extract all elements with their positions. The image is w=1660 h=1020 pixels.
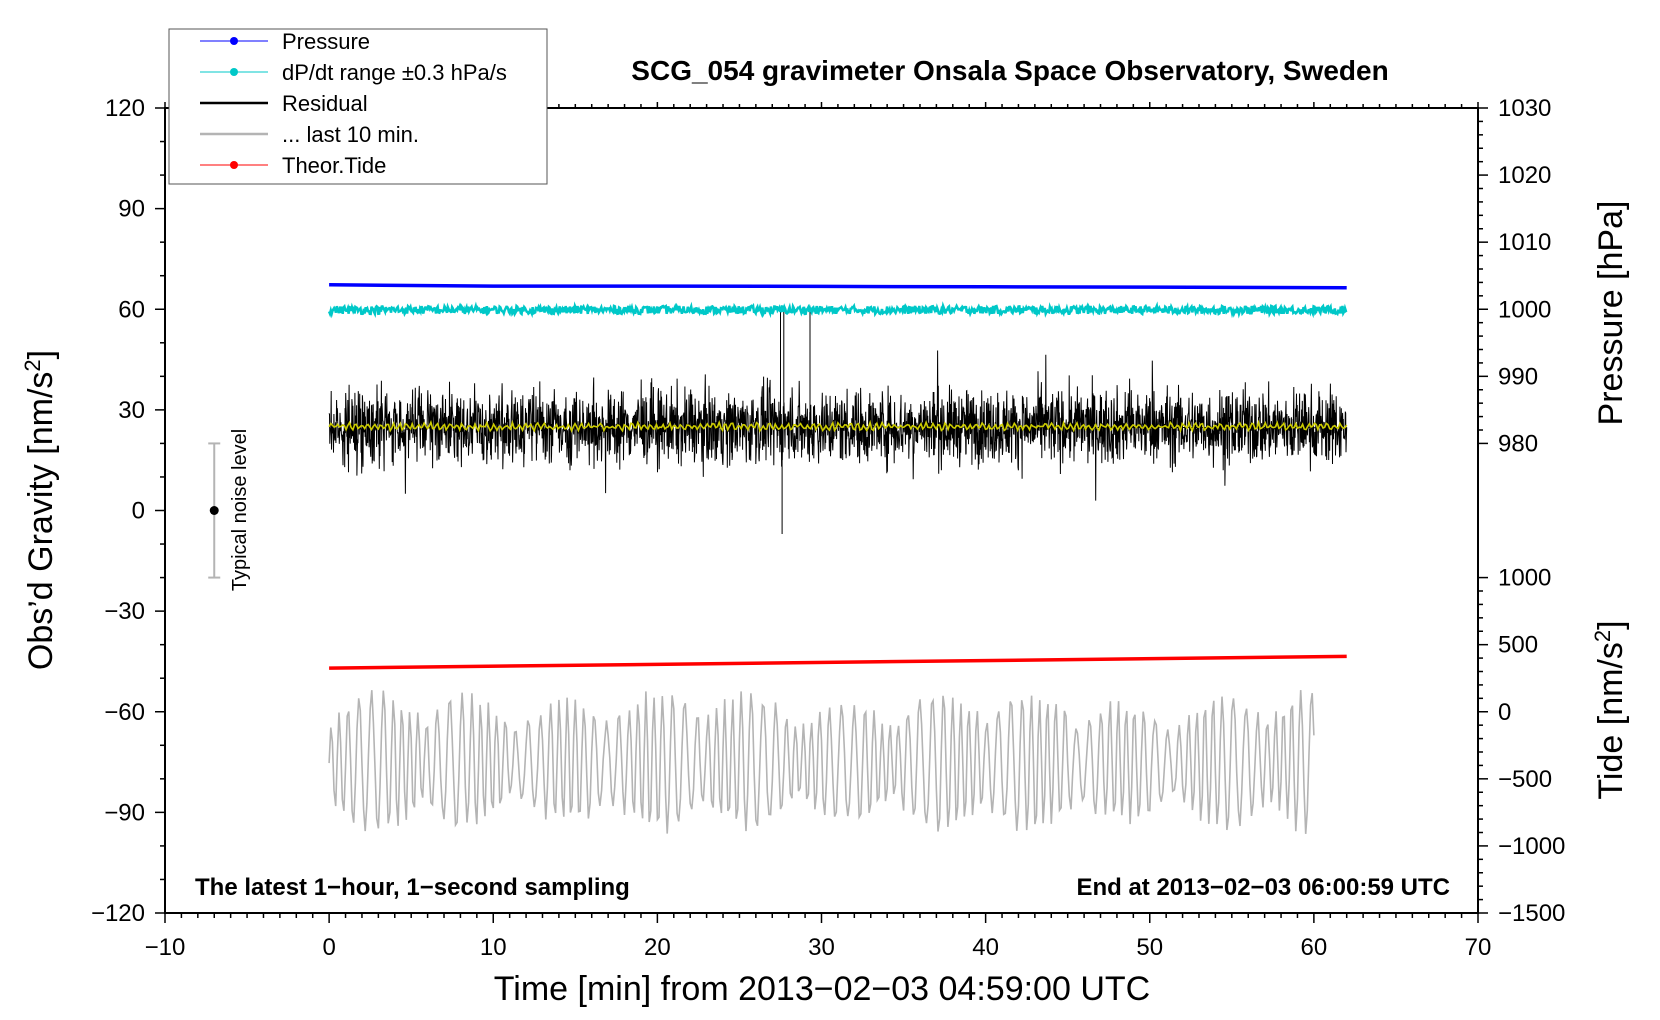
legend-marker xyxy=(230,68,238,76)
pressure-series xyxy=(329,283,1347,290)
y-axis-title: Obs’d Gravity [nm/s2] xyxy=(20,350,60,670)
residual-series xyxy=(328,305,1348,534)
series-layer xyxy=(327,283,1348,834)
last-10-min-series xyxy=(328,690,1315,834)
legend: Pressure dP/dt range ±0.3 hPa/s Residual..… xyxy=(168,28,548,185)
y-tick-label: −30 xyxy=(104,598,145,625)
y-tick-label: −90 xyxy=(104,799,145,826)
annotation-end-time: End at 2013−02−03 06:00:59 UTC xyxy=(1076,874,1450,901)
legend-box xyxy=(168,28,548,185)
x-tick-label: 20 xyxy=(644,934,671,961)
legend-label: dP/dt range ±0.3 hPa/s xyxy=(282,60,507,85)
tide-series xyxy=(329,654,1347,670)
tide-tick-label: −1500 xyxy=(1498,900,1565,927)
x-tick-label: 40 xyxy=(972,934,999,961)
x-tick-label: 50 xyxy=(1136,934,1163,961)
x-tick-label: 70 xyxy=(1465,934,1492,961)
pressure-tick-label: 1020 xyxy=(1498,162,1551,189)
legend-marker xyxy=(230,161,238,169)
dpdt-series xyxy=(327,301,1348,319)
noise-level-bar xyxy=(208,442,221,579)
y-tick-label: 0 xyxy=(132,498,145,525)
x-tick-label: 30 xyxy=(808,934,835,961)
legend-label: Theor.Tide xyxy=(282,153,386,178)
y-tick-label: −60 xyxy=(104,699,145,726)
pressure-tick-label: 980 xyxy=(1498,430,1538,457)
pressure-axis-title: Pressure [hPa] xyxy=(1592,201,1630,426)
legend-label: Pressure xyxy=(282,29,370,54)
tide-tick-label: 500 xyxy=(1498,632,1538,659)
residual-mean-series xyxy=(328,419,1348,434)
legend-marker xyxy=(230,37,238,45)
tide-tick-label: 1000 xyxy=(1498,565,1551,592)
noise-bar-dot xyxy=(209,506,219,515)
tide-axis-title: Tide [nm/s2] xyxy=(1590,620,1630,799)
annotation-sampling: The latest 1−hour, 1−second sampling xyxy=(195,874,630,901)
y-tick-label: 90 xyxy=(118,196,145,223)
legend-label: Residual xyxy=(282,91,368,116)
x-tick-label: 60 xyxy=(1301,934,1328,961)
y-tick-label: 60 xyxy=(118,296,145,323)
chart-title: SCG_054 gravimeter Onsala Space Observat… xyxy=(631,55,1388,86)
pressure-tick-label: 1030 xyxy=(1498,95,1551,122)
x-tick-label: 0 xyxy=(322,934,335,961)
x-tick-label: −10 xyxy=(145,934,186,961)
legend-label: ... last 10 min. xyxy=(282,122,419,147)
ticks-layer: −10 0 10 20 30 40 50 60 70−120−90−60−30030609012… xyxy=(91,95,1565,961)
x-tick-label: 10 xyxy=(480,934,507,961)
y-tick-label: 120 xyxy=(105,95,145,122)
tide-tick-label: −500 xyxy=(1498,766,1552,793)
tide-tick-label: 0 xyxy=(1498,699,1511,726)
pressure-tick-label: 1010 xyxy=(1498,229,1551,256)
noise-level-label: Typical noise level xyxy=(229,429,251,591)
pressure-tick-label: 990 xyxy=(1498,363,1538,390)
tide-tick-label: −1000 xyxy=(1498,833,1565,860)
pressure-tick-label: 1000 xyxy=(1498,296,1551,323)
y-tick-label: −120 xyxy=(91,900,145,927)
x-axis-title: Time [min] from 2013−02−03 04:59:00 UTC xyxy=(494,970,1150,1008)
y-tick-label: 30 xyxy=(118,397,145,424)
